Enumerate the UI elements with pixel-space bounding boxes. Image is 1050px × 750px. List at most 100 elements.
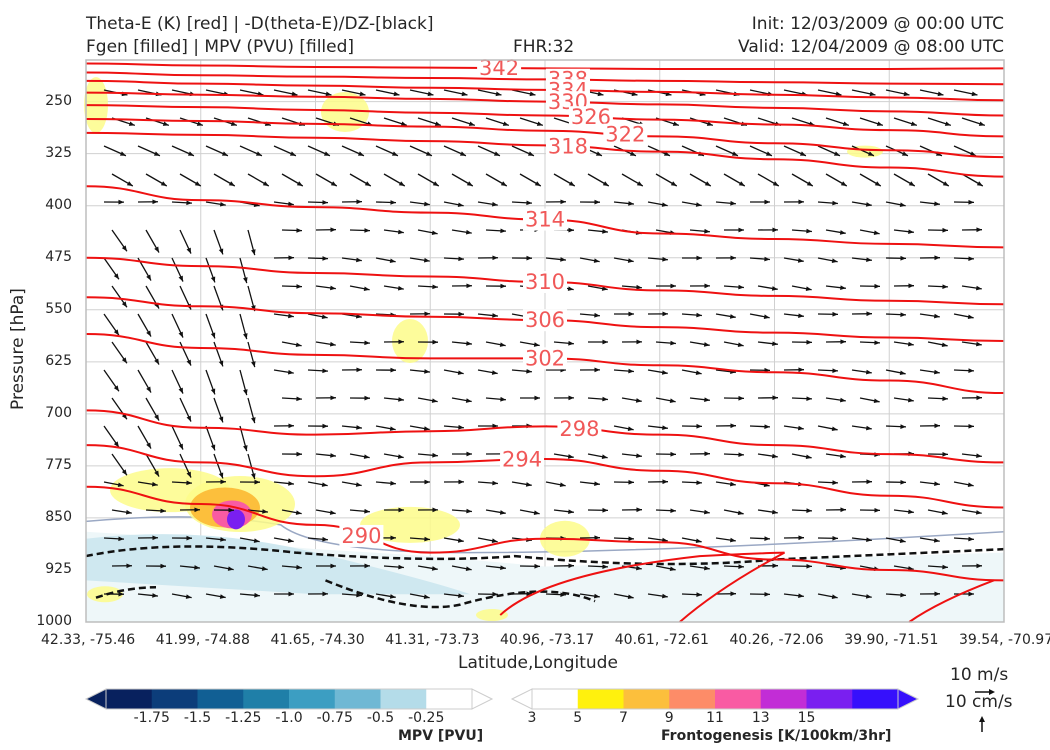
wind-vector-head: [627, 258, 634, 263]
wind-vector-head: [146, 330, 151, 337]
wind-vector-head: [798, 367, 804, 373]
theta-e-label-bg: [500, 448, 545, 471]
wind-vector-head: [738, 181, 745, 186]
wind-vector-head: [798, 313, 804, 318]
wind-vector-head: [391, 151, 398, 156]
wind-vector-head: [390, 480, 396, 486]
fgen-blob-9: [476, 609, 508, 622]
mpv-colorbar-segment: [106, 689, 153, 709]
wind-vector-head: [968, 536, 974, 542]
y-tick-label: 925: [45, 560, 72, 577]
wind-vector-head: [805, 454, 812, 460]
wind-vector-head: [839, 453, 846, 459]
wind-vector-head: [288, 255, 294, 261]
wind-vector-head: [458, 256, 464, 262]
wind-vector-head: [186, 200, 192, 206]
wind-vector-head: [432, 507, 438, 513]
theta-e-label-322: 322: [605, 123, 645, 147]
mpv-colorbar-segment: [197, 689, 244, 709]
wind-vector-head: [832, 535, 838, 541]
forecast-hour: FHR:32: [513, 37, 575, 57]
wind-vector-head: [427, 91, 434, 97]
wind-vector-head: [228, 507, 234, 513]
wind-vector-head: [900, 479, 906, 485]
wind-vector-head: [631, 91, 638, 97]
wind-vector-head: [491, 201, 498, 207]
wind-vector-head: [499, 342, 506, 347]
wind-vector-head: [597, 91, 604, 97]
wind-vector-head: [393, 91, 400, 97]
wind-vector-head: [731, 151, 738, 156]
wind-vector-head: [593, 258, 600, 263]
colorbar-tick-label: -0.5: [366, 710, 395, 726]
stability-dashed-line-2: [95, 586, 157, 599]
wind-vector-head: [730, 200, 736, 206]
wind-vector-head: [178, 275, 183, 282]
wind-vector-head: [835, 91, 842, 97]
wind-vector-head: [704, 228, 710, 234]
wind-vector-head: [186, 247, 191, 254]
wind-vector-head: [113, 441, 119, 448]
theta-e-label-310: 310: [525, 270, 565, 294]
wind-vector-head: [968, 199, 974, 205]
wind-vector-head: [967, 482, 974, 488]
wind-vector-head: [772, 395, 778, 401]
wind-vector-head: [934, 591, 940, 597]
wind-vector-head: [942, 396, 948, 401]
wind-vector-head: [806, 396, 812, 401]
wind-vector-head: [534, 181, 541, 186]
wind-vector-head: [291, 91, 298, 97]
y-tick-label: 475: [45, 248, 72, 265]
mpv-colorbar: [84, 688, 494, 710]
wind-vector-head: [899, 370, 906, 376]
mpv-colorbar-extend-high: [471, 688, 494, 710]
wind-vector-head: [526, 200, 532, 206]
wind-vector-head: [288, 423, 294, 429]
wind-vector-head: [457, 370, 464, 375]
wind-vector-head: [595, 151, 602, 156]
wind-vector-head: [295, 342, 302, 348]
wind-vector-head: [121, 357, 127, 364]
wind-vector-head: [672, 121, 679, 126]
wind-vector-head: [968, 423, 974, 429]
wind-vector-head: [661, 593, 668, 599]
x-tick-label: 39.90, -71.51: [844, 632, 939, 648]
wind-vector-head: [866, 479, 872, 485]
wind-vector-head: [971, 91, 978, 97]
wind-vector-head: [730, 591, 736, 597]
wind-vector-head: [218, 416, 224, 423]
wind-vector-head: [942, 181, 949, 186]
wind-vector-head: [704, 397, 710, 402]
wind-vector-head: [118, 591, 124, 597]
wind-vector-head: [636, 507, 642, 513]
wind-vector-head: [220, 479, 226, 485]
wind-vector-head: [160, 181, 167, 186]
wind-vector-head: [502, 121, 509, 126]
stability-dashed-line-3: [325, 579, 596, 609]
y-tick-label: 775: [45, 456, 72, 473]
wind-vector-head: [465, 398, 472, 403]
wind-vector-head: [364, 508, 370, 514]
valid-time: Valid: 12/04/2009 @ 08:00 UTC: [738, 37, 1004, 57]
wind-vector-head: [874, 181, 881, 186]
wind-vector-head: [806, 563, 812, 569]
theta-e-label-bg: [477, 57, 522, 80]
wind-vector-head: [321, 482, 328, 487]
fgen-colorbar-extend-low: [510, 688, 533, 710]
colorbar-tick-label: 5: [573, 710, 583, 726]
wind-vector-head: [900, 592, 906, 598]
wind-ref-vertical-arrowhead: [979, 716, 985, 722]
wind-vector-head: [493, 151, 500, 156]
wind-vector-head: [400, 121, 407, 126]
wind-vector-head: [491, 538, 498, 543]
wind-vector-head: [968, 591, 974, 597]
mpv-colorbar-segment: [426, 689, 473, 709]
theta-e-contour-298: [85, 409, 1005, 464]
wind-vector-head: [969, 151, 976, 156]
wind-vector-head: [526, 368, 532, 374]
wind-vector-head: [534, 395, 540, 401]
theta-e-label-306: 306: [525, 308, 565, 332]
fgen-blob-1: [321, 92, 369, 133]
wind-vector-head: [500, 396, 506, 402]
theta-e-label-298: 298: [559, 417, 599, 441]
